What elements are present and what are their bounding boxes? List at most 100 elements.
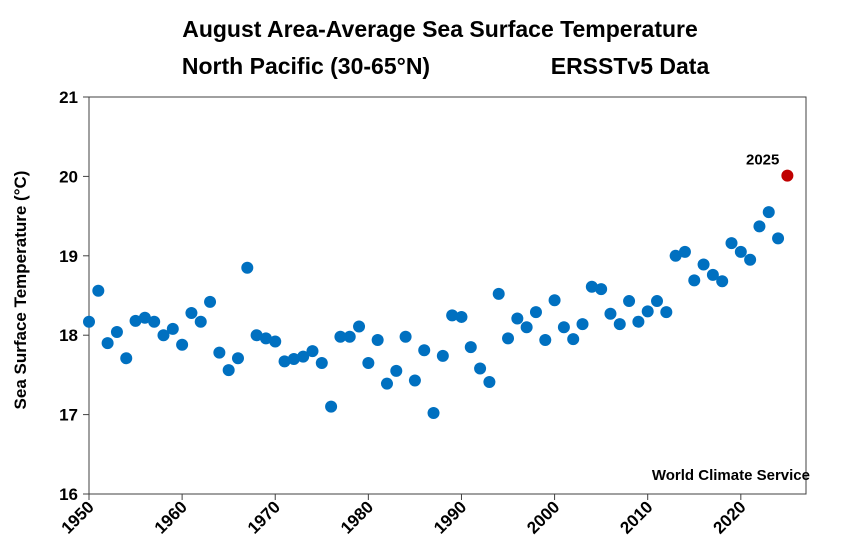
data-point [678, 245, 691, 258]
x-axis-ticks: 1950 1960 1970 1980 1990 2000 2010 2020 [58, 494, 750, 538]
chart-subtitle-dataset: ERSSTv5 Data [551, 53, 710, 79]
data-point [343, 330, 356, 343]
chart-annotations: 2025 [746, 152, 779, 169]
data-points [83, 169, 794, 420]
y-tick-label: 16 [59, 485, 78, 504]
data-point [474, 362, 487, 375]
data-point [278, 355, 291, 368]
data-point [362, 356, 375, 369]
data-point [585, 280, 598, 293]
data-point [651, 295, 664, 308]
data-point [744, 253, 757, 266]
data-point [548, 294, 561, 307]
data-point [390, 364, 403, 377]
data-point [511, 312, 524, 325]
data-point [623, 295, 636, 308]
data-point [380, 377, 393, 390]
data-point [138, 311, 151, 324]
data-point [83, 315, 95, 328]
x-tick-label: 1960 [151, 497, 191, 537]
data-point [641, 305, 654, 318]
data-point [204, 295, 217, 308]
data-point [669, 249, 682, 262]
data-point [353, 320, 366, 333]
data-point [595, 283, 608, 296]
data-point [576, 318, 589, 331]
x-tick-label: 1970 [244, 497, 284, 537]
data-point [269, 335, 282, 348]
data-point [241, 261, 254, 274]
data-point [604, 307, 617, 320]
y-axis-label: Sea Surface Temperature (°C) [11, 171, 30, 410]
data-point [716, 275, 729, 288]
data-point [697, 258, 710, 271]
data-point [185, 306, 198, 319]
data-point [688, 274, 701, 287]
data-point [194, 315, 207, 328]
chart-subtitle-region: North Pacific (30-65°N) [182, 53, 430, 79]
data-point [325, 400, 338, 413]
data-point [734, 245, 747, 258]
data-point [315, 356, 328, 369]
data-point [772, 232, 785, 245]
data-point [287, 353, 300, 366]
data-point [613, 318, 626, 331]
y-tick-label: 20 [59, 167, 78, 186]
data-point [222, 364, 235, 377]
chart-title: August Area-Average Sea Surface Temperat… [182, 16, 698, 42]
data-point [231, 352, 244, 365]
data-point [213, 346, 226, 359]
x-tick-label: 2010 [616, 497, 656, 537]
x-tick-label: 2000 [523, 497, 563, 537]
data-point [464, 341, 477, 354]
y-axis-ticks: 16 17 18 19 20 21 [59, 88, 89, 504]
annotation-label: 2025 [746, 152, 779, 169]
data-point [418, 344, 431, 357]
y-tick-label: 17 [59, 406, 78, 425]
data-point [753, 220, 766, 233]
data-point [529, 306, 542, 319]
data-point-highlight [781, 169, 794, 182]
data-point [92, 284, 105, 297]
data-point [297, 350, 310, 363]
x-tick-label: 1990 [430, 497, 470, 537]
data-point [762, 206, 775, 219]
data-point [166, 322, 179, 335]
data-point [176, 338, 189, 351]
data-point [492, 287, 505, 300]
data-point [427, 407, 440, 420]
data-point [148, 315, 161, 328]
plot-area-frame [88, 96, 807, 495]
data-point [502, 332, 515, 345]
y-tick-label: 21 [59, 88, 78, 107]
data-point [120, 352, 133, 365]
data-point [129, 314, 142, 327]
credit-label: World Climate Service [652, 467, 810, 484]
data-point [725, 237, 738, 250]
data-point [632, 315, 645, 328]
data-point [334, 330, 347, 343]
data-point [259, 332, 272, 345]
data-point [539, 333, 552, 346]
data-point [306, 345, 319, 358]
data-point [371, 333, 384, 346]
data-point [157, 329, 170, 342]
data-point [706, 268, 719, 281]
data-point [660, 306, 673, 319]
data-point [483, 376, 496, 389]
data-point [250, 329, 263, 342]
data-point [408, 374, 421, 387]
data-point [110, 326, 123, 339]
data-point [520, 321, 533, 334]
x-tick-label: 1980 [337, 497, 377, 537]
x-tick-label: 2020 [709, 497, 749, 537]
data-point [446, 309, 459, 322]
data-point [567, 333, 580, 346]
y-tick-label: 18 [59, 326, 78, 345]
data-point [557, 321, 570, 334]
y-tick-label: 19 [59, 247, 78, 266]
data-point [399, 330, 412, 343]
data-point [436, 349, 449, 362]
